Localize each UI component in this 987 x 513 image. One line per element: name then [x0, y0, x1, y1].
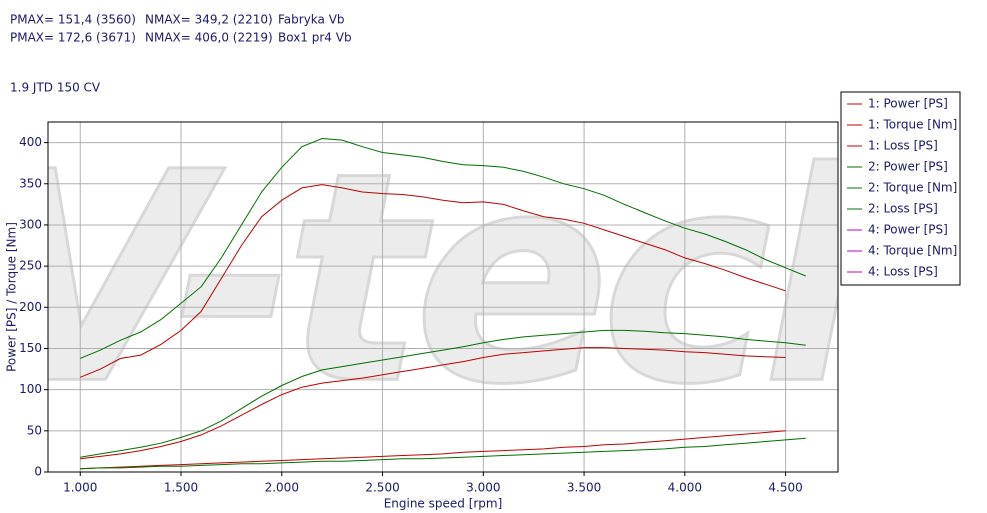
- header-annotation: Box1 pr4 Vb: [278, 31, 352, 45]
- y-tick-label: 150: [19, 341, 42, 355]
- series-line: [80, 347, 786, 460]
- header-annotation: NMAX= 406,0 (2219): [145, 31, 273, 45]
- x-tick-label: 2.000: [265, 481, 299, 495]
- legend-label: 4: Power [PS]: [868, 223, 948, 237]
- x-tick-label: 3.000: [466, 481, 500, 495]
- y-tick-label: 300: [19, 217, 42, 231]
- legend-label: 4: Torque [Nm]: [868, 244, 957, 258]
- y-tick-label: 250: [19, 259, 42, 273]
- legend-label: 2: Loss [PS]: [868, 202, 938, 216]
- y-tick-label: 50: [27, 423, 42, 437]
- y-tick-label: 0: [34, 465, 42, 479]
- plot-border: [47, 121, 839, 473]
- legend-label: 1: Torque [Nm]: [868, 118, 957, 132]
- y-axis-label: Power [PS] / Torque [Nm]: [5, 222, 19, 372]
- header-annotation: Fabryka Vb: [278, 13, 345, 27]
- header-annotation: NMAX= 349,2 (2210): [145, 13, 273, 27]
- plot-area: [48, 122, 838, 472]
- legend-label: 1: Loss [PS]: [868, 139, 938, 153]
- watermark: V-tech: [0, 111, 959, 448]
- x-tick-label: 4.500: [768, 481, 802, 495]
- header-annotation: PMAX= 151,4 (3560): [10, 13, 136, 27]
- header-annotation: PMAX= 172,6 (3671): [10, 31, 136, 45]
- series-line: [80, 430, 786, 470]
- y-tick-label: 100: [19, 382, 42, 396]
- legend-label: 4: Loss [PS]: [868, 265, 938, 279]
- x-tick-label: 2.500: [365, 481, 399, 495]
- y-tick-label: 200: [19, 300, 42, 314]
- legend-label: 1: Power [PS]: [868, 97, 948, 111]
- x-tick-label: 1.500: [164, 481, 198, 495]
- legend-label: 2: Power [PS]: [868, 160, 948, 174]
- x-tick-label: 1.000: [63, 481, 97, 495]
- x-axis-label: Engine speed [rpm]: [384, 497, 503, 511]
- series-line: [80, 437, 806, 470]
- series-line: [80, 329, 806, 458]
- subtitle: 1.9 JTD 150 CV: [10, 81, 101, 95]
- x-tick-label: 4.000: [668, 481, 702, 495]
- y-tick-label: 350: [19, 176, 42, 190]
- x-tick-label: 3.500: [567, 481, 601, 495]
- series-line: [80, 184, 786, 378]
- y-tick-label: 400: [19, 135, 42, 149]
- series-line: [80, 137, 806, 359]
- legend-label: 2: Torque [Nm]: [868, 181, 957, 195]
